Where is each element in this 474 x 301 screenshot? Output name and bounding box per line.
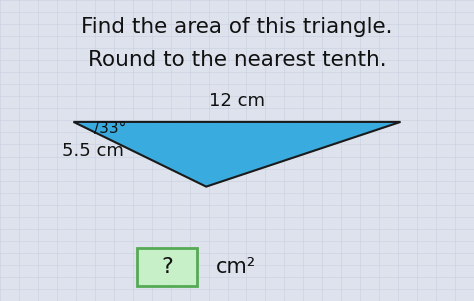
Text: 5.5 cm: 5.5 cm (62, 141, 124, 160)
Text: 12 cm: 12 cm (209, 92, 265, 110)
Text: cm²: cm² (216, 257, 256, 277)
Polygon shape (73, 122, 401, 187)
Text: Round to the nearest tenth.: Round to the nearest tenth. (88, 50, 386, 70)
Text: ?: ? (161, 257, 173, 277)
FancyBboxPatch shape (137, 248, 197, 286)
Text: Find the area of this triangle.: Find the area of this triangle. (81, 17, 393, 37)
Text: /33°: /33° (94, 121, 126, 136)
